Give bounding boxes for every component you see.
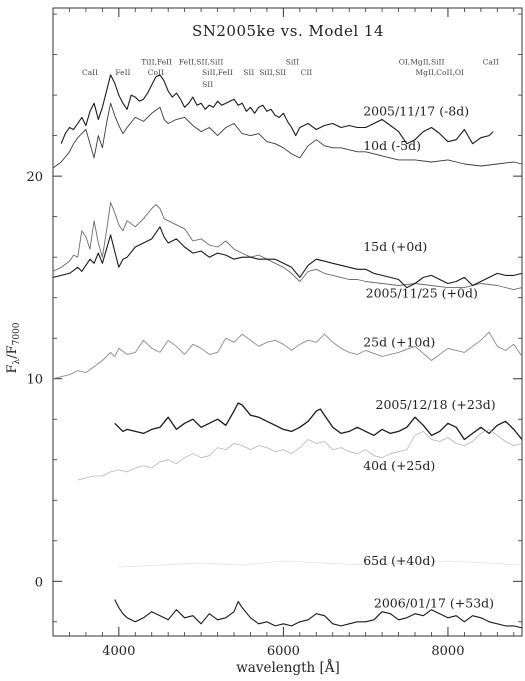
series-label-3: 2005/11/25 (+0d) bbox=[366, 286, 478, 301]
spectrum-line-6 bbox=[77, 428, 523, 481]
x-tick-label: 8000 bbox=[431, 644, 464, 659]
series-label-0: 2005/11/17 (-8d) bbox=[363, 103, 469, 118]
y-axis-label: Fλ/F7000 bbox=[5, 322, 22, 373]
series-label-8: 2006/01/17 (+53d) bbox=[374, 596, 494, 611]
series-labels: 2005/11/17 (-8d) 10d (-5d) 15d (+0d) 2005/1… bbox=[363, 103, 495, 610]
y-label-sub1: λ bbox=[12, 359, 22, 365]
series-label-2: 15d (+0d) bbox=[363, 239, 427, 254]
x-tick-label: 4000 bbox=[102, 644, 135, 659]
series-label-1: 10d (-5d) bbox=[363, 138, 421, 153]
line-id-label: OI,MgII,SiII bbox=[399, 58, 445, 67]
axis-ticks: 4000 6000 8000 0 10 20 bbox=[26, 8, 522, 659]
plot-frame bbox=[52, 7, 523, 637]
line-id-label: CII bbox=[301, 68, 313, 77]
spectrum-line-7 bbox=[118, 560, 523, 568]
line-id-label: SII bbox=[243, 68, 254, 77]
line-id-label: FeII bbox=[115, 68, 130, 77]
x-axis-label: wavelength [Å] bbox=[236, 660, 340, 676]
series-group bbox=[52, 74, 523, 629]
line-id-label: CaII bbox=[483, 58, 499, 67]
y-tick-label: 10 bbox=[26, 373, 43, 388]
spectrum-line-5 bbox=[114, 402, 523, 441]
series-label-6: 40d (+25d) bbox=[363, 458, 435, 473]
line-id-label: FeII,SII,SiII bbox=[179, 58, 223, 67]
line-id-label: SiII bbox=[286, 58, 299, 67]
svg-text:Fλ/F7000: Fλ/F7000 bbox=[5, 322, 22, 373]
x-tick-label: 6000 bbox=[267, 644, 300, 659]
spectrum-line-0 bbox=[60, 74, 494, 145]
series-label-7: 65d (+40d) bbox=[363, 553, 435, 568]
line-id-label: SII bbox=[202, 80, 213, 89]
line-id-label: CoII bbox=[148, 68, 164, 77]
y-label-main: F bbox=[5, 365, 20, 374]
chart-title: SN2005ke vs. Model 14 bbox=[192, 22, 384, 40]
line-id-label: TiII,FeII bbox=[141, 58, 172, 67]
y-tick-label: 20 bbox=[26, 170, 43, 185]
spectrum-line-1 bbox=[52, 102, 523, 169]
spectrum-line-4 bbox=[52, 331, 523, 380]
spectrum-line-2 bbox=[52, 202, 523, 291]
y-label-sub2: 7000 bbox=[12, 322, 22, 345]
line-id-label: SiII,FeII bbox=[202, 68, 233, 77]
series-label-4: 25d (+10d) bbox=[363, 334, 435, 349]
spectrum-line-8 bbox=[114, 599, 523, 629]
line-id-label: SiII,SII bbox=[259, 68, 286, 77]
spectrum-line-3 bbox=[52, 226, 523, 289]
series-label-5: 2005/12/18 (+23d) bbox=[376, 397, 496, 412]
line-id-label: MgII,CoII,OI bbox=[415, 68, 464, 77]
line-id-label: CaII bbox=[82, 68, 98, 77]
y-tick-label: 0 bbox=[35, 575, 43, 590]
y-label-mid: /F bbox=[5, 345, 20, 358]
